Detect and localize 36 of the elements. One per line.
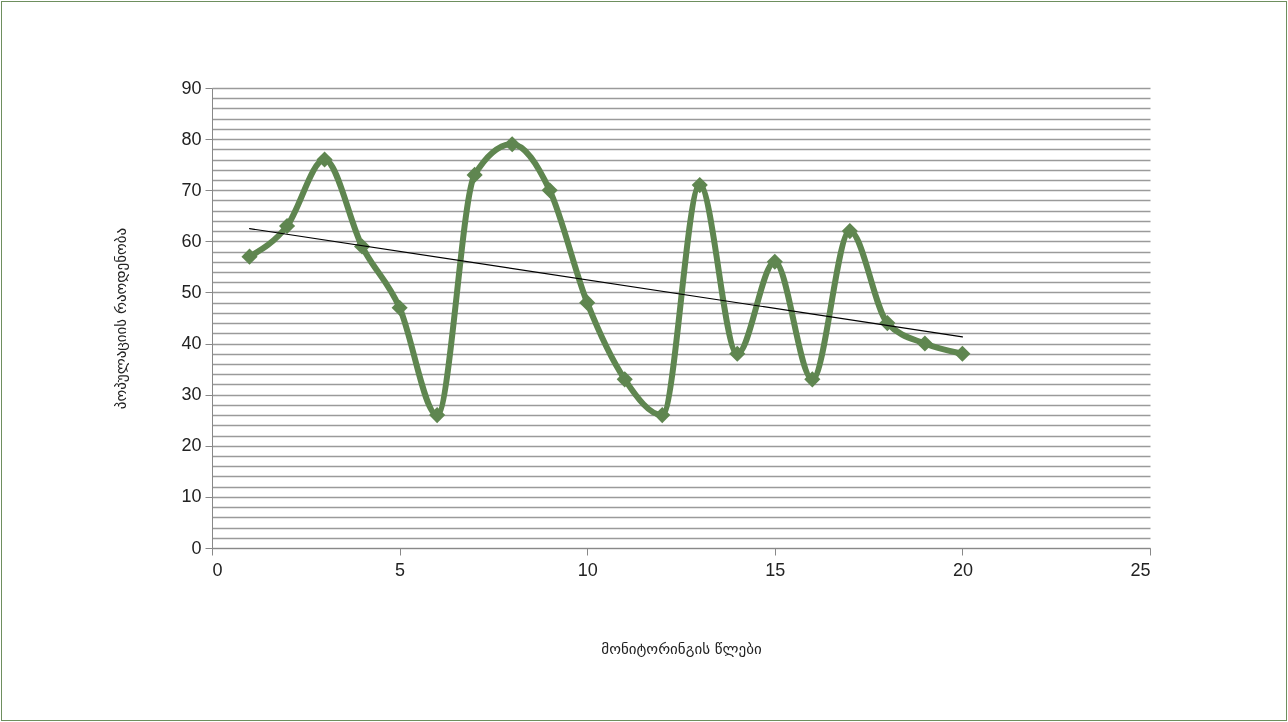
y-tick-label: 40 bbox=[181, 333, 202, 354]
point bbox=[541, 182, 558, 199]
x-tick-label: 5 bbox=[395, 559, 406, 580]
point bbox=[616, 371, 633, 388]
point bbox=[729, 345, 746, 362]
point bbox=[466, 166, 483, 183]
y-tick-label: 90 bbox=[181, 77, 202, 98]
point bbox=[278, 217, 296, 235]
x-tick-label: 20 bbox=[952, 559, 973, 580]
x-axis-title: მონიტორინგის წლები bbox=[601, 639, 762, 658]
y-tick-label: 60 bbox=[181, 230, 202, 251]
point bbox=[954, 345, 971, 362]
point bbox=[654, 407, 671, 424]
x-tick-label: 25 bbox=[1130, 559, 1151, 580]
point bbox=[241, 248, 258, 265]
point bbox=[391, 299, 408, 316]
y-tick-label: 80 bbox=[181, 128, 202, 149]
x-tick-label: 0 bbox=[212, 559, 223, 580]
point bbox=[916, 335, 933, 352]
point bbox=[316, 151, 333, 168]
point bbox=[579, 294, 596, 311]
y-tick-label: 70 bbox=[181, 179, 202, 200]
point bbox=[691, 177, 708, 194]
y-tick-label: 30 bbox=[181, 384, 202, 405]
point bbox=[841, 223, 858, 240]
point bbox=[504, 136, 521, 153]
y-tick-label: 10 bbox=[181, 486, 202, 507]
y-tick-label: 50 bbox=[181, 281, 202, 302]
y-tick-label: 0 bbox=[191, 537, 202, 558]
y-tick-label: 20 bbox=[181, 435, 202, 456]
point bbox=[429, 407, 446, 424]
x-tick-label: 15 bbox=[765, 559, 786, 580]
y-axis-title: პოპულაციის რაოდენობა bbox=[112, 227, 131, 410]
point bbox=[766, 253, 783, 270]
point bbox=[804, 371, 821, 388]
x-tick-label: 10 bbox=[577, 559, 598, 580]
